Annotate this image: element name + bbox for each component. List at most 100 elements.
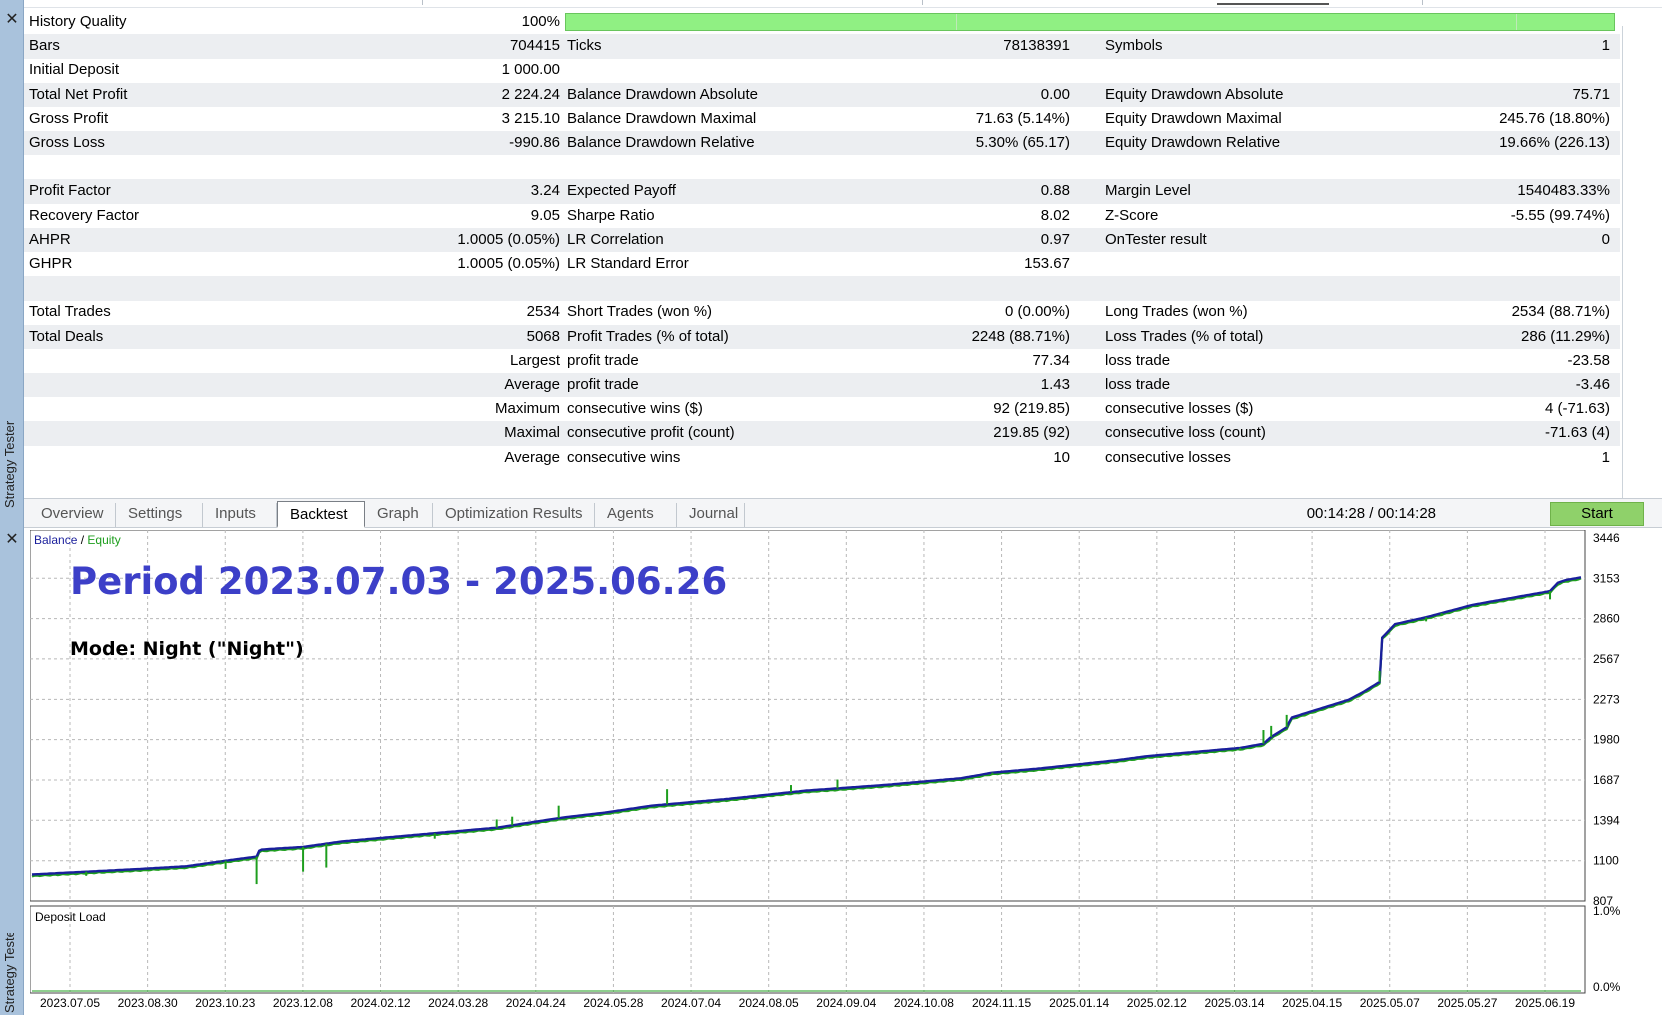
history-quality-row: History Quality 100% — [24, 10, 1620, 34]
stat-value: 2534 — [526, 303, 560, 321]
tab-backtest[interactable]: Backtest — [277, 501, 365, 528]
stats-row: Total Trades 2534 Short Trades (won %) 0 (0… — [24, 300, 1620, 324]
chart-subtitle: Mode: Night ("Night") — [70, 638, 304, 660]
stat-value: 286 (11.29%) — [1521, 327, 1610, 345]
stat-label: profit trade — [567, 376, 639, 393]
balance-line — [31, 576, 1582, 876]
stat-label: consecutive wins ($) — [567, 400, 703, 418]
stat-value: 8.02 — [1040, 206, 1070, 224]
tab-optimization-results[interactable]: Optimization Results — [433, 503, 595, 527]
x-tick-label: 2024.08.05 — [739, 996, 799, 1010]
y-tick-label: 1980 — [1593, 733, 1620, 747]
stat-value: 4 (-71.63) — [1544, 400, 1610, 418]
x-tick-label: 2025.01.14 — [1049, 996, 1109, 1010]
main-plot-frame — [30, 530, 1586, 902]
tab-graph[interactable]: Graph — [365, 503, 433, 527]
x-tick-label: 2024.07.04 — [661, 996, 721, 1010]
stat-label: consecutive losses ($) — [1105, 400, 1254, 418]
stat-label: LR Standard Error — [567, 255, 689, 272]
tab-journal[interactable]: Journal — [677, 503, 745, 527]
x-tick-label: 2024.04.24 — [506, 996, 566, 1010]
start-button[interactable]: Start — [1550, 502, 1644, 526]
x-tick-label: 2023.10.23 — [195, 996, 255, 1010]
legend-separator: / — [77, 533, 87, 547]
stat-value: 71.63 (5.14%) — [975, 109, 1070, 127]
stat-label: Total Net Profit — [29, 85, 128, 103]
stat-value: 704415 — [509, 37, 560, 55]
stats-row: Average consecutive wins 10 consecutive los… — [24, 446, 1620, 470]
tab-settings[interactable]: Settings — [116, 503, 203, 527]
stat-value: Maximum — [494, 400, 560, 418]
panel-label: Strategy Tester — [2, 933, 17, 1013]
stat-label: OnTester result — [1105, 230, 1207, 248]
panel-label: Strategy Tester — [2, 420, 17, 508]
stat-label: consecutive profit (count) — [567, 424, 735, 442]
stat-value: 1.0005 (0.05%) — [457, 230, 560, 248]
vertical-scrollbar[interactable] — [1622, 26, 1628, 506]
stat-value: 5.30% (65.17) — [975, 134, 1070, 151]
deposit-load-tick: 0.0% — [1593, 980, 1621, 994]
stats-row: Total Deals 5068 Profit Trades (% of total… — [24, 324, 1620, 349]
y-tick-label: 2273 — [1593, 692, 1620, 706]
x-tick-label: 2024.09.04 — [816, 996, 876, 1010]
stats-row: Total Net Profit 2 224.24 Balance Drawdown… — [24, 82, 1620, 107]
stat-label: Total Trades — [29, 303, 111, 321]
stat-value: -5.55 (99.74%) — [1510, 206, 1610, 224]
stat-value: Largest — [509, 351, 560, 369]
equity-line — [31, 577, 1582, 878]
legend-equity: Equity — [87, 533, 120, 547]
stat-value: 3.24 — [530, 182, 560, 200]
y-tick-label: 1100 — [1593, 854, 1619, 868]
stat-value: 153.67 — [1024, 255, 1070, 272]
stats-row: Average profit trade 1.43 loss trade -3.46 — [24, 373, 1620, 398]
stats-row: Recovery Factor 9.05 Sharpe Ratio 8.02 Z-Sco… — [24, 204, 1620, 228]
y-tick-label: 1394 — [1593, 813, 1620, 827]
stat-value: 3 215.10 — [501, 109, 560, 127]
x-tick-label: 2024.02.12 — [350, 996, 410, 1010]
tester-tab-strip: Overview Settings Inputs Backtest Graph Optim… — [24, 498, 1662, 528]
top-ruler — [24, 0, 1662, 8]
stats-row: Gross Loss -990.86 Balance Drawdown Relati… — [24, 131, 1620, 156]
stat-value: 219.85 (92) — [993, 424, 1070, 442]
stat-value: Average — [504, 448, 560, 466]
x-tick-label: 2025.02.12 — [1127, 996, 1187, 1010]
close-icon[interactable]: ✕ — [5, 531, 19, 548]
y-tick-label: 3446 — [1593, 531, 1620, 545]
stat-value: 0 (0.00%) — [1004, 303, 1070, 321]
x-tick-label: 2023.12.08 — [273, 996, 333, 1010]
y-tick-label: 3153 — [1593, 571, 1620, 585]
deposit-load-title: Deposit Load — [35, 910, 106, 924]
stat-label: Profit Factor — [29, 182, 111, 200]
tab-inputs[interactable]: Inputs — [203, 503, 277, 527]
stat-label: loss trade — [1105, 351, 1171, 369]
stat-value: 100% — [521, 13, 560, 30]
stat-label: Symbols — [1105, 37, 1163, 55]
x-tick-label: 2025.05.07 — [1360, 996, 1420, 1010]
stats-row: Maximal consecutive profit (count) 219.85 … — [24, 421, 1620, 446]
stat-value: -3.46 — [1575, 376, 1610, 393]
stat-label: Balance Drawdown Maximal — [567, 109, 757, 127]
tester-side-bar-bottom: ✕ Strategy Tester — [0, 528, 24, 1015]
stat-value: 78138391 — [1003, 37, 1070, 55]
stat-value: Maximal — [504, 424, 560, 442]
stat-label: Balance Drawdown Relative — [567, 134, 755, 151]
x-tick-label: 2024.10.08 — [894, 996, 954, 1010]
stat-value: 1 — [1601, 37, 1610, 55]
x-tick-label: 2024.11.15 — [972, 996, 1031, 1010]
tab-overview[interactable]: Overview — [29, 503, 116, 527]
tab-agents[interactable]: Agents — [595, 503, 677, 527]
stat-value: Average — [504, 376, 560, 393]
stat-value: -71.63 (4) — [1544, 424, 1610, 442]
close-icon[interactable]: ✕ — [5, 11, 19, 28]
stat-value: 2534 (88.71%) — [1511, 303, 1610, 321]
balance-equity-chart: 3446 3153 2860 2567 2273 1980 1687 1394 1100 807 2… — [30, 530, 1621, 1010]
x-tick-label: 2024.03.28 — [428, 996, 488, 1010]
stats-row — [24, 155, 1620, 179]
x-tick-label: 2025.03.14 — [1204, 996, 1264, 1010]
stats-row: GHPR 1.0005 (0.05%) LR Standard Error 153.6… — [24, 252, 1620, 276]
stat-value: 245.76 (18.80%) — [1499, 109, 1610, 127]
legend-balance: Balance — [34, 533, 78, 547]
chart-title: Period 2023.07.03 - 2025.06.26 — [70, 560, 727, 603]
stat-label: History Quality — [29, 13, 127, 30]
